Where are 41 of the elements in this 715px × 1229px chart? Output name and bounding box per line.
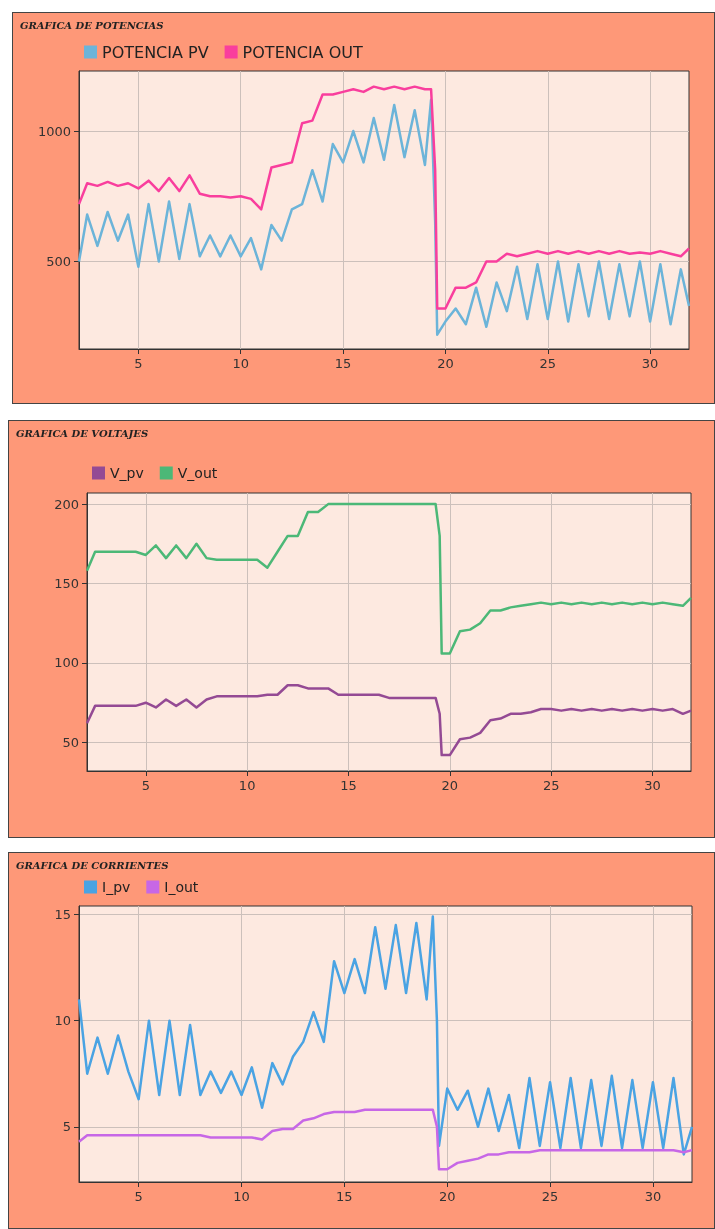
x-tick-label: 15 [340,778,357,793]
chart-title: GRAFICA DE VOLTAJES [16,427,149,439]
x-tick-label: 5 [134,1189,143,1204]
x-tick-label: 10 [238,778,256,793]
y-tick-label: 50 [62,734,79,750]
x-tick-label: 5 [141,778,150,793]
line-series [77,915,694,1156]
legend-label: POTENCIA OUT [242,42,363,62]
x-tick-label: 10 [233,1189,250,1204]
y-tick-label: 100 [54,655,79,671]
legend-label: I_pv [102,879,131,895]
x-tick-label: 20 [441,778,459,793]
chart-title: GRAFICA DE POTENCIAS [20,19,164,31]
legend-label: I_out [164,879,199,895]
x-tick-label: 25 [542,778,560,793]
x-tick-label: 30 [644,778,661,793]
x-tick-label: 15 [334,356,352,371]
x-tick-label: 25 [539,356,557,371]
line-series [77,85,691,310]
y-tick-label: 1000 [37,123,71,139]
x-tick-label: 10 [232,356,249,371]
line-series [77,1108,694,1171]
y-tick-label: 150 [54,576,79,592]
legend-label: V_pv [110,465,144,481]
y-tick-label: 5 [62,1119,71,1135]
x-tick-label: 25 [541,1189,559,1204]
x-tick-label: 20 [438,1189,456,1204]
x-tick-label: 15 [336,1189,353,1204]
line-series [85,683,693,757]
x-tick-label: 30 [644,1189,662,1204]
legend-label: POTENCIA PV [102,42,209,62]
y-tick-label: 500 [46,254,71,270]
y-tick-label: 10 [54,1013,71,1029]
x-tick-label: 30 [641,356,659,371]
x-tick-label: 5 [134,356,143,371]
x-tick-label: 20 [437,356,454,371]
legend-label: V_out [177,465,218,481]
line-series [85,502,693,655]
y-tick-label: 200 [54,496,79,512]
y-tick-label: 15 [54,906,71,922]
chart-title: GRAFICA DE CORRIENTES [16,859,169,871]
